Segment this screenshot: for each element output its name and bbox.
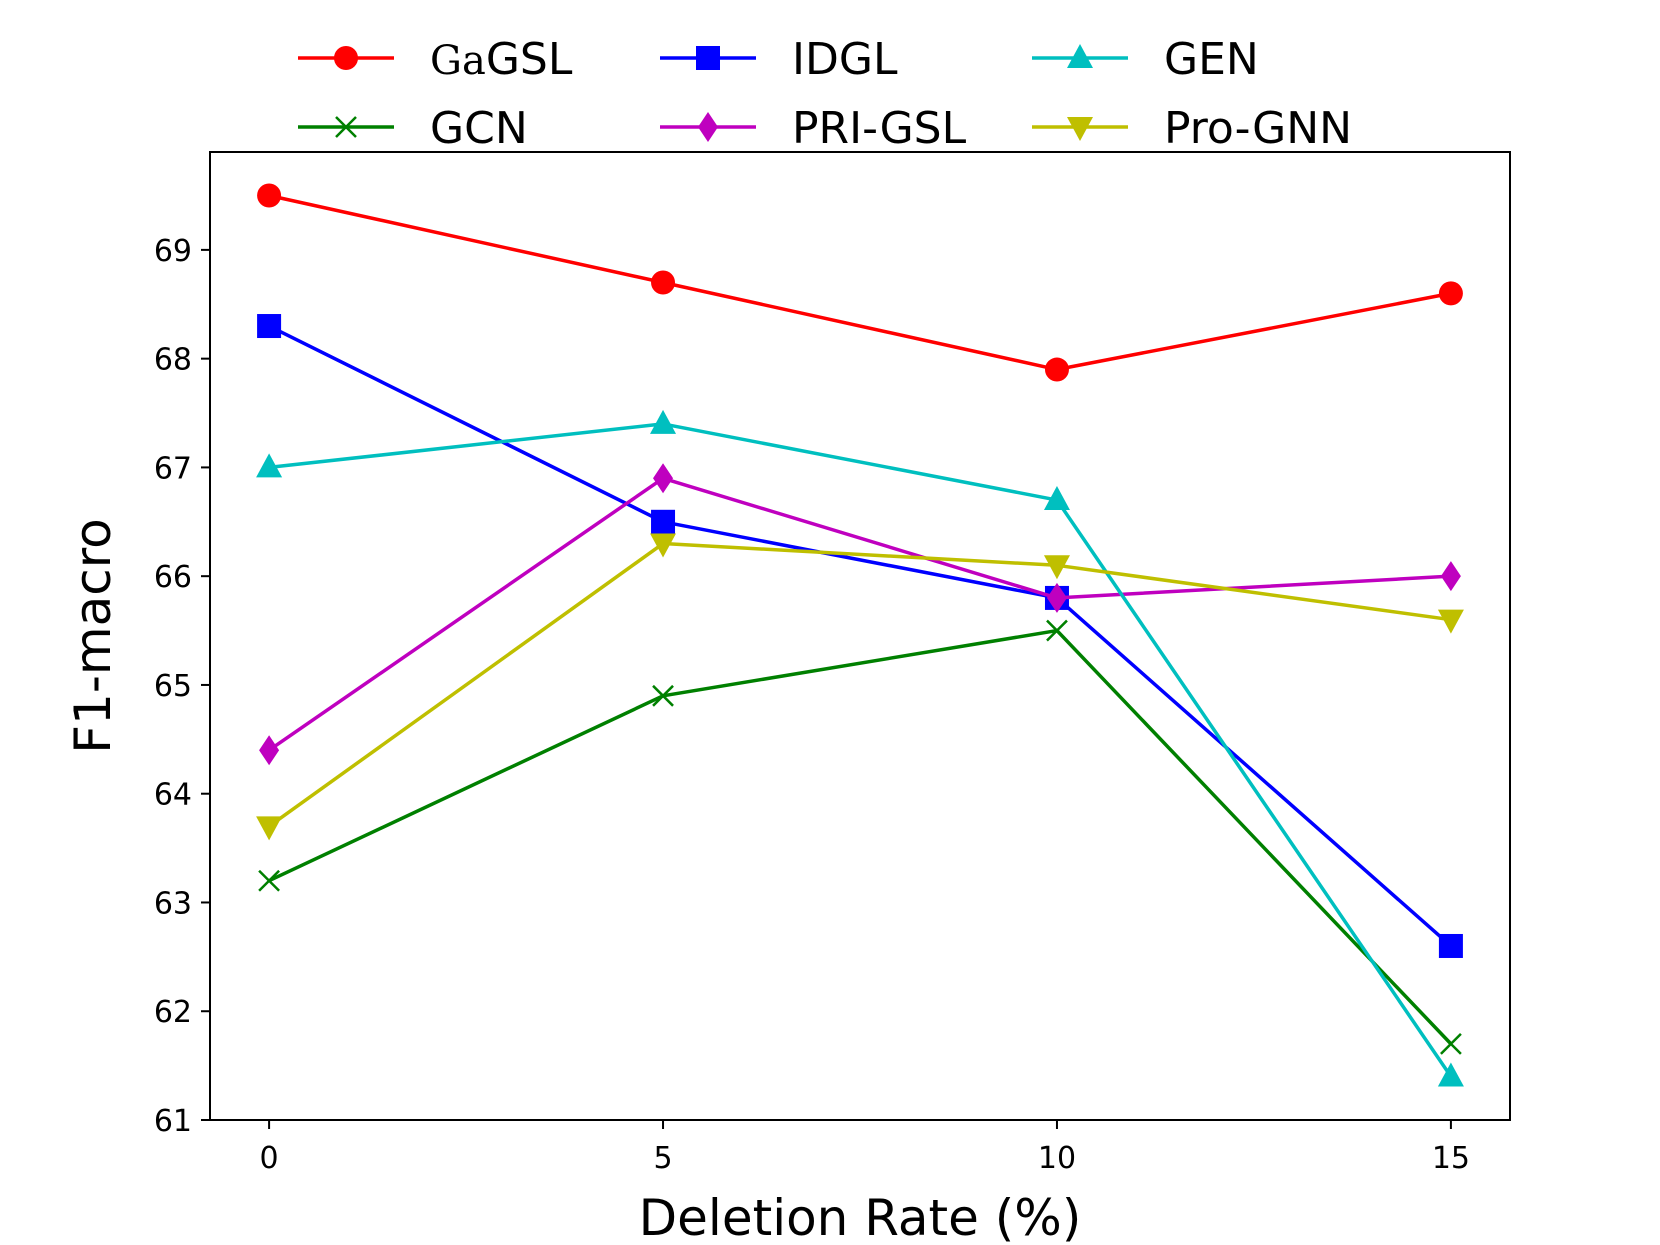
- legend: GaGSL GCN IDGL PRI-GSL GEN Pro-GNN: [298, 34, 1352, 154]
- y-tick-label: 61: [154, 1104, 192, 1139]
- legend-label: GCN: [430, 103, 528, 154]
- data-point-gen: [1043, 486, 1070, 511]
- series-line-gagsl: [268, 193, 1452, 372]
- data-point-pro-gnn: [1437, 609, 1464, 634]
- x-tick-label: 0: [260, 1141, 279, 1176]
- y-axis: 61 62 63 64 65 66 67 68 69: [154, 234, 210, 1139]
- series-gen: [256, 409, 1464, 1087]
- data-point-idgl: [257, 314, 282, 339]
- data-point-pri-gsl: [1046, 582, 1067, 613]
- y-tick-label: 66: [154, 560, 192, 595]
- y-tick-label: 63: [154, 886, 192, 921]
- legend-label: IDGL: [792, 34, 898, 85]
- series-layer: [256, 183, 1464, 1087]
- data-point-gagsl: [1438, 281, 1463, 306]
- legend-item-gcn: GCN: [298, 103, 528, 154]
- data-point-gcn: [652, 684, 674, 707]
- y-tick-label: 67: [154, 451, 192, 486]
- data-point-gcn: [1440, 1032, 1462, 1055]
- series-line-gen: [268, 422, 1453, 1078]
- y-tick-label: 68: [154, 343, 192, 378]
- legend-label: GEN: [1164, 34, 1259, 85]
- series-pri-gsl: [259, 463, 1461, 766]
- legend-item-gen: GEN: [1032, 34, 1259, 85]
- data-point-pri-gsl: [259, 735, 280, 766]
- plot-frame: [209, 151, 1511, 1121]
- x-axis: 0 5 10 15: [260, 1120, 1470, 1176]
- series-line-pro-gnn: [268, 541, 1452, 828]
- data-point-gen: [650, 409, 677, 434]
- data-point-pri-gsl: [653, 463, 674, 494]
- data-point-gen: [256, 453, 283, 478]
- series-line-pri-gsl: [268, 476, 1452, 752]
- data-point-gagsl: [257, 183, 282, 208]
- legend-marker: [1067, 117, 1093, 141]
- series-gagsl: [257, 183, 1463, 382]
- data-point-gagsl: [651, 270, 676, 295]
- legend-label: GaGSL: [430, 34, 573, 85]
- series-line-gcn: [268, 628, 1453, 1046]
- series-pro-gnn: [256, 533, 1464, 841]
- legend-marker: [696, 46, 720, 70]
- legend-item-pri-gsl: PRI-GSL: [660, 103, 967, 154]
- legend-marker: [698, 112, 718, 142]
- legend-item-idgl: IDGL: [660, 34, 898, 85]
- data-point-idgl: [651, 509, 676, 534]
- legend-marker: [334, 46, 358, 70]
- y-tick-label: 62: [154, 995, 192, 1030]
- y-tick-label: 65: [154, 669, 192, 704]
- data-point-gagsl: [1044, 357, 1069, 382]
- y-axis-title: F1-macro: [64, 518, 122, 754]
- series-idgl: [257, 314, 1463, 958]
- data-point-idgl: [1438, 933, 1463, 958]
- series-line-idgl: [268, 324, 1453, 948]
- data-point-pro-gnn: [650, 533, 677, 558]
- data-point-pro-gnn: [1043, 555, 1070, 580]
- data-point-gcn: [1046, 619, 1068, 642]
- legend-label: PRI-GSL: [792, 103, 967, 154]
- legend-label: Pro-GNN: [1164, 103, 1352, 154]
- legend-item-gagsl: GaGSL: [298, 34, 573, 85]
- series-gcn: [258, 619, 1462, 1055]
- y-tick-label: 69: [154, 234, 192, 269]
- legend-item-pro-gnn: Pro-GNN: [1032, 103, 1352, 154]
- x-tick-label: 15: [1432, 1141, 1470, 1176]
- x-axis-title: Deletion Rate (%): [639, 1189, 1082, 1245]
- data-point-pri-gsl: [1440, 561, 1461, 592]
- data-point-gen: [1437, 1062, 1464, 1087]
- y-tick-label: 64: [154, 778, 192, 813]
- x-tick-label: 5: [653, 1141, 672, 1176]
- x-tick-label: 10: [1038, 1141, 1076, 1176]
- legend-marker: [335, 116, 357, 138]
- data-point-pro-gnn: [256, 816, 283, 841]
- data-point-gcn: [258, 869, 280, 892]
- legend-marker: [1067, 44, 1093, 68]
